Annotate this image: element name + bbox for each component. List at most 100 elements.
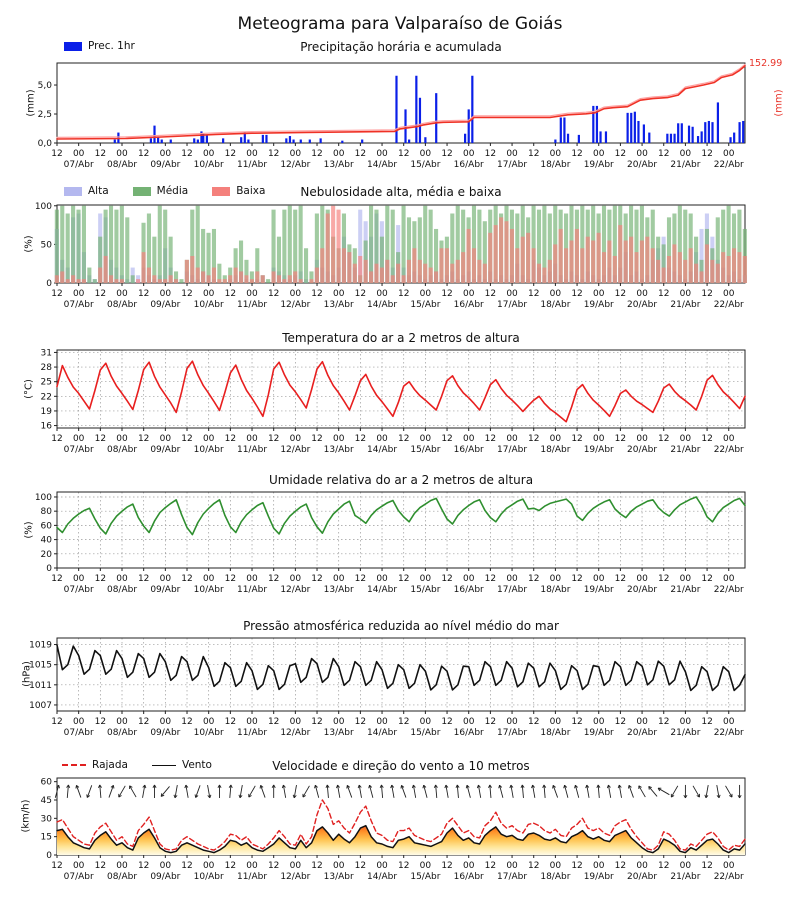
- svg-text:80: 80: [41, 507, 53, 517]
- svg-text:00: 00: [160, 861, 172, 871]
- svg-text:00: 00: [463, 574, 475, 584]
- svg-text:00: 00: [290, 717, 302, 727]
- svg-text:40: 40: [41, 536, 53, 546]
- svg-text:00: 00: [160, 717, 172, 727]
- temperature-panel: 16 19 22 25 28 31 12 00 12 00 12 00 12 00 12 00 12 00 12 00…: [41, 348, 746, 455]
- svg-text:00: 00: [463, 149, 475, 159]
- svg-text:18/Abr: 18/Abr: [540, 160, 570, 170]
- svg-text:12: 12: [51, 149, 62, 159]
- svg-text:08/Abr: 08/Abr: [107, 585, 137, 595]
- svg-text:16/Abr: 16/Abr: [454, 872, 484, 882]
- svg-text:12: 12: [658, 717, 669, 727]
- svg-text:12/Abr: 12/Abr: [280, 728, 310, 738]
- svg-text:00: 00: [246, 289, 258, 299]
- precip-title: Precipitação horária e acumulada: [300, 40, 502, 54]
- svg-text:12: 12: [138, 434, 149, 444]
- svg-text:08/Abr: 08/Abr: [107, 728, 137, 738]
- vento-line: [56, 824, 746, 854]
- svg-text:18/Abr: 18/Abr: [540, 445, 570, 455]
- svg-text:12: 12: [701, 434, 712, 444]
- svg-text:00: 00: [246, 861, 258, 871]
- svg-text:12: 12: [181, 861, 192, 871]
- svg-text:00: 00: [636, 149, 648, 159]
- svg-text:00: 00: [73, 574, 85, 584]
- svg-text:12: 12: [181, 717, 192, 727]
- svg-text:12: 12: [95, 434, 106, 444]
- svg-text:20/Abr: 20/Abr: [627, 300, 657, 310]
- svg-text:16/Abr: 16/Abr: [454, 728, 484, 738]
- svg-text:12: 12: [355, 149, 366, 159]
- svg-text:00: 00: [246, 434, 258, 444]
- svg-text:12: 12: [268, 717, 279, 727]
- svg-text:12: 12: [615, 574, 626, 584]
- svg-text:00: 00: [680, 434, 692, 444]
- svg-text:15/Abr: 15/Abr: [410, 728, 440, 738]
- svg-text:00: 00: [680, 717, 692, 727]
- svg-text:12: 12: [138, 574, 149, 584]
- svg-text:10/Abr: 10/Abr: [194, 445, 224, 455]
- svg-text:12: 12: [701, 149, 712, 159]
- svg-text:1011: 1011: [29, 681, 52, 691]
- svg-text:00: 00: [636, 861, 648, 871]
- svg-text:00: 00: [723, 574, 735, 584]
- svg-text:00: 00: [420, 149, 432, 159]
- svg-text:00: 00: [116, 574, 128, 584]
- svg-text:00: 00: [290, 861, 302, 871]
- svg-text:13/Abr: 13/Abr: [324, 585, 354, 595]
- svg-text:21/Abr: 21/Abr: [670, 445, 700, 455]
- svg-text:15/Abr: 15/Abr: [410, 445, 440, 455]
- svg-text:10/Abr: 10/Abr: [194, 728, 224, 738]
- accum-precip-line: [56, 63, 746, 140]
- svg-text:21/Abr: 21/Abr: [670, 872, 700, 882]
- svg-text:00: 00: [73, 861, 85, 871]
- svg-text:21/Abr: 21/Abr: [670, 585, 700, 595]
- svg-text:00: 00: [550, 861, 562, 871]
- svg-text:12: 12: [485, 434, 496, 444]
- svg-text:12: 12: [225, 149, 236, 159]
- svg-text:18/Abr: 18/Abr: [540, 300, 570, 310]
- svg-text:11/Abr: 11/Abr: [237, 300, 267, 310]
- svg-text:28: 28: [41, 363, 53, 373]
- svg-text:00: 00: [203, 434, 215, 444]
- y-axis-ticks: 16 19 22 25 28 31: [41, 348, 57, 432]
- svg-text:00: 00: [680, 861, 692, 871]
- svg-text:12: 12: [701, 574, 712, 584]
- svg-text:12: 12: [51, 717, 62, 727]
- svg-text:00: 00: [246, 574, 258, 584]
- svg-text:12: 12: [268, 861, 279, 871]
- svg-text:00: 00: [723, 289, 735, 299]
- svg-text:12: 12: [485, 861, 496, 871]
- svg-text:12: 12: [615, 149, 626, 159]
- svg-text:13/Abr: 13/Abr: [324, 872, 354, 882]
- svg-text:12: 12: [398, 861, 409, 871]
- svg-text:12: 12: [485, 717, 496, 727]
- svg-text:00: 00: [246, 149, 258, 159]
- wind-title: Velocidade e direção do vento a 10 metro…: [272, 759, 530, 773]
- svg-text:12: 12: [311, 289, 322, 299]
- svg-text:17/Abr: 17/Abr: [497, 160, 527, 170]
- clouds-legend: Alta Média Baixa: [64, 185, 265, 197]
- svg-text:12: 12: [571, 289, 582, 299]
- humidity-panel: 0 20 40 60 80 100 12 00 12 00 12 00 12 00 12 00 12 00 12 00…: [35, 491, 746, 595]
- svg-text:00: 00: [593, 149, 605, 159]
- svg-text:00: 00: [203, 149, 215, 159]
- y-axis-ticks: 0,0 2,5 5,0: [38, 81, 57, 149]
- svg-text:00: 00: [376, 574, 388, 584]
- svg-text:07/Abr: 07/Abr: [64, 160, 94, 170]
- x-axis-ticks: 12 00 12 00 12 00 12 00 12 00 12 00 12 00 12 00 12 00 12 00…: [51, 428, 744, 455]
- svg-text:00: 00: [420, 717, 432, 727]
- svg-text:100: 100: [35, 493, 52, 503]
- svg-text:45: 45: [41, 796, 52, 806]
- svg-text:12: 12: [181, 289, 192, 299]
- svg-text:12: 12: [528, 434, 539, 444]
- svg-text:12: 12: [398, 574, 409, 584]
- svg-text:00: 00: [116, 149, 128, 159]
- x-axis-ticks: 12 00 12 00 12 00 12 00 12 00 12 00 12 00 12 00 12 00 12 00…: [51, 855, 744, 882]
- svg-text:00: 00: [290, 149, 302, 159]
- svg-text:12/Abr: 12/Abr: [280, 300, 310, 310]
- svg-text:00: 00: [116, 717, 128, 727]
- svg-text:19/Abr: 19/Abr: [584, 300, 614, 310]
- svg-text:12: 12: [51, 574, 62, 584]
- svg-text:17/Abr: 17/Abr: [497, 445, 527, 455]
